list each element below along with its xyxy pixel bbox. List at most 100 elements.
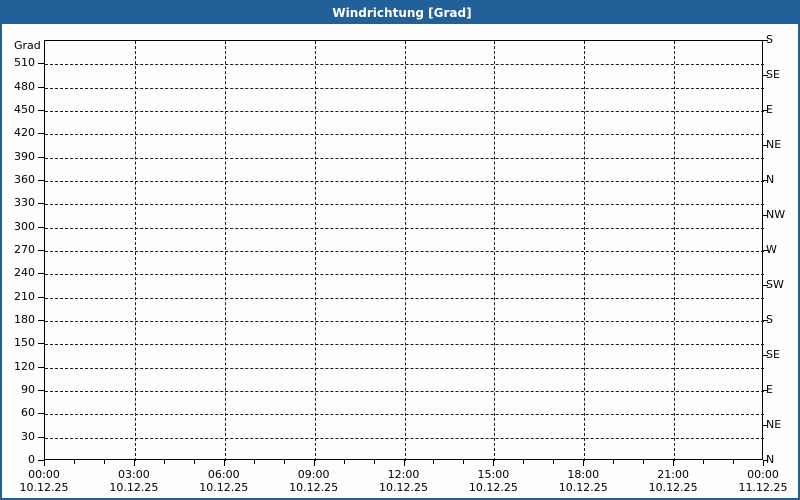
x-axis-label: 09:00 10.12.25 (274, 468, 354, 494)
x-axis-tick-major (133, 460, 135, 466)
y-axis-tick-left (38, 390, 44, 391)
y-axis-tick-left (38, 203, 44, 205)
x-axis-label-date: 10.12.25 (379, 481, 428, 494)
y-axis-label-left: 480 (14, 79, 35, 93)
x-axis-label: 21:00 10.12.25 (633, 468, 713, 494)
y-axis-label-right: E (766, 103, 773, 116)
y-axis-tick-right (763, 180, 768, 181)
x-axis-label: 15:00 10.12.25 (453, 468, 533, 494)
y-axis-tick-right (763, 390, 768, 391)
y-axis-tick-left (38, 63, 44, 65)
y-axis-tick-left (38, 436, 44, 438)
x-axis-label: 00:00 10.12.25 (4, 468, 84, 494)
x-axis-tick-minor (373, 460, 375, 464)
y-axis-tick-right (763, 250, 768, 251)
y-axis-tick-left (38, 366, 44, 368)
y-axis-label-left: 420 (14, 126, 35, 140)
y-axis-label-left: 210 (14, 289, 35, 303)
y-axis-tick-left (38, 250, 44, 251)
y-axis-label-left: 390 (14, 149, 35, 163)
x-axis-label-time: 21:00 (657, 468, 689, 481)
x-axis-tick-minor (553, 460, 555, 464)
y-axis-label-right: S (766, 33, 773, 46)
y-axis-label-left: 90 (21, 383, 35, 396)
x-axis-label: 00:00 11.12.25 (723, 468, 798, 494)
y-axis-label-left: 330 (14, 196, 35, 210)
x-axis-tick-minor (253, 460, 255, 464)
grid-line-vertical (674, 41, 676, 461)
x-axis-label-date: 10.12.25 (199, 481, 249, 494)
y-axis-label-right: NW (766, 208, 786, 221)
grid-line-vertical (584, 41, 586, 461)
y-axis-tick-right (763, 40, 768, 41)
x-axis-tick-minor (283, 460, 285, 464)
x-axis-tick-major (403, 460, 405, 466)
y-axis-label-right: NE (766, 418, 782, 431)
y-axis-label-left: 270 (14, 243, 35, 256)
x-axis-label-date: 10.12.25 (289, 481, 339, 494)
grid-layer (45, 41, 764, 461)
x-axis-tick-minor (343, 460, 345, 464)
x-axis-label-date: 10.12.25 (19, 481, 69, 494)
y-axis-label-right: NE (766, 138, 782, 151)
x-axis-label-time: 12:00 (387, 468, 420, 481)
y-axis-label-right: E (766, 383, 773, 396)
y-axis-tick-left (38, 133, 44, 135)
y-axis-tick-left (38, 273, 44, 275)
x-axis-label: 06:00 10.12.25 (184, 468, 264, 494)
y-axis-label-left: 30 (21, 429, 35, 443)
x-axis-tick-minor (523, 460, 525, 464)
y-axis-tick-left (38, 86, 44, 88)
plot-area (44, 40, 764, 461)
y-axis-tick-right (763, 145, 768, 146)
y-axis-label-left: 150 (14, 336, 35, 350)
y-axis-label-left: 300 (14, 219, 35, 233)
y-axis-tick-right (763, 215, 768, 216)
y-axis-label-right: W (766, 243, 777, 256)
x-axis-label-time: 18:00 (567, 468, 600, 481)
x-axis-label-time: 06:00 (207, 468, 240, 481)
grid-line-vertical (494, 41, 496, 461)
grid-line-vertical (314, 41, 316, 461)
x-axis-tick-minor (643, 460, 645, 464)
x-axis-label: 18:00 10.12.25 (543, 468, 623, 494)
y-axis-label-left: 60 (21, 406, 35, 420)
x-axis-label-date: 10.12.25 (648, 481, 698, 494)
y-axis-tick-left (38, 343, 44, 345)
x-axis-label: 03:00 10.12.25 (94, 468, 174, 494)
y-axis-tick-right (763, 110, 768, 111)
x-axis-tick-minor (463, 460, 465, 464)
x-axis-tick-major (583, 460, 585, 466)
x-axis-tick-minor (703, 460, 705, 464)
x-axis-label-time: 15:00 (477, 468, 510, 481)
y-axis-tick-right (763, 460, 768, 461)
x-axis-tick-major (673, 460, 675, 466)
y-axis-tick-left (38, 156, 44, 158)
y-axis-tick-right (763, 425, 768, 426)
x-axis-tick-minor (433, 460, 435, 464)
x-axis-label-date: 10.12.25 (109, 481, 159, 494)
y-axis-tick-right (763, 355, 768, 356)
y-axis-label-right: N (766, 453, 775, 466)
y-axis-tick-left (38, 226, 44, 228)
y-axis-tick-right (763, 285, 768, 286)
y-axis-tick-left (38, 320, 44, 321)
y-axis-label-left: 450 (14, 103, 35, 116)
y-axis-tick-left (38, 180, 44, 181)
y-axis-tick-left (38, 296, 44, 298)
y-axis-label-right: S (766, 313, 773, 326)
y-axis-label-left: 120 (14, 359, 35, 373)
x-axis-label-date: 11.12.25 (738, 481, 788, 494)
y-axis-tick-left (38, 110, 44, 111)
y-axis-unit-label: Grad (14, 39, 41, 52)
x-axis-tick-minor (103, 460, 105, 464)
y-axis-tick-right (763, 320, 768, 321)
x-axis-label-time: 09:00 (297, 468, 330, 481)
y-axis-label-left: 240 (14, 266, 35, 280)
x-axis-tick-major (44, 460, 45, 466)
x-axis-label-time: 00:00 (28, 468, 60, 481)
y-axis-label-right: SW (766, 278, 784, 291)
x-axis-tick-major (763, 460, 764, 466)
x-axis-tick-minor (613, 460, 615, 464)
